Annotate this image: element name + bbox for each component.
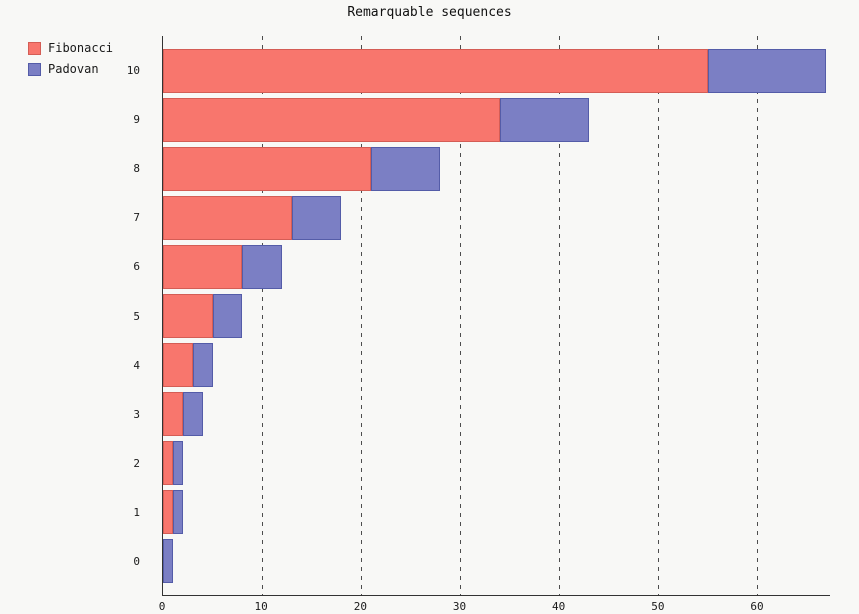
y-tick-label-10: 10 <box>126 64 140 78</box>
padovan-bar-segment <box>163 538 173 583</box>
bar-row-3 <box>163 389 830 438</box>
padovan-bar-segment <box>707 48 827 93</box>
gridline-x-50 <box>658 36 660 595</box>
fibonacci-bar-segment <box>163 391 183 436</box>
x-tick-label-40: 40 <box>552 600 566 613</box>
padovan-bar-segment <box>182 391 203 436</box>
x-tick-label-50: 50 <box>651 600 665 613</box>
padovan-bar-segment <box>212 293 243 338</box>
legend: Fibonacci Padovan <box>28 41 113 76</box>
x-tick-label-60: 60 <box>750 600 764 613</box>
fibonacci-bar-segment <box>163 489 173 534</box>
bar-row-2 <box>163 438 830 487</box>
fibonacci-bar-segment <box>163 195 292 240</box>
legend-item-padovan: Padovan <box>28 62 113 76</box>
stacked-bar-9 <box>163 97 830 142</box>
stacked-bar-6 <box>163 244 830 289</box>
chart-title: Remarquable sequences <box>347 5 512 20</box>
padovan-bar-segment <box>172 440 183 485</box>
bar-row-7 <box>163 193 830 242</box>
y-tick-label-7: 7 <box>133 211 140 225</box>
y-tick-label-5: 5 <box>133 309 140 323</box>
bar-row-9 <box>163 95 830 144</box>
padovan-bar-segment <box>172 489 183 534</box>
x-tick-label-0: 0 <box>158 600 166 613</box>
fibonacci-bar-segment <box>163 146 371 191</box>
fibonacci-bar-segment <box>163 293 213 338</box>
padovan-bar-segment <box>291 195 342 240</box>
stacked-bar-3 <box>163 391 830 436</box>
fibonacci-bar-segment <box>163 440 173 485</box>
bar-row-4 <box>163 340 830 389</box>
legend-swatch <box>28 41 41 55</box>
stacked-bar-7 <box>163 195 830 240</box>
padovan-bar-segment <box>499 97 589 142</box>
gridline-x-10 <box>262 36 264 595</box>
x-axis-labels: 0 10 20 30 40 50 60 <box>158 600 830 614</box>
y-tick-label-3: 3 <box>133 407 140 421</box>
stacked-bar-2 <box>163 440 830 485</box>
legend-label: Fibonacci <box>48 41 114 55</box>
legend-item-fibonacci: Fibonacci <box>28 41 113 55</box>
padovan-bar-segment <box>192 342 213 387</box>
stacked-bar-0 <box>163 538 830 583</box>
bar-row-0 <box>163 536 830 585</box>
y-axis-labels: 10 9 8 7 6 5 4 3 2 1 0 <box>0 46 150 586</box>
bar-row-8 <box>163 144 830 193</box>
gridline-x-60 <box>757 36 759 595</box>
bar-row-6 <box>163 242 830 291</box>
y-tick-label-0: 0 <box>133 554 140 568</box>
fibonacci-bar-segment <box>163 342 193 387</box>
gridline-x-20 <box>361 36 363 595</box>
y-tick-label-9: 9 <box>133 113 140 127</box>
fibonacci-bar-segment <box>163 48 708 93</box>
y-tick-label-4: 4 <box>133 358 140 372</box>
x-tick-label-20: 20 <box>353 600 367 613</box>
legend-swatch <box>28 62 41 76</box>
stacked-bar-1 <box>163 489 830 534</box>
x-tick-label-30: 30 <box>452 600 467 613</box>
y-tick-label-1: 1 <box>133 505 140 519</box>
gridline-x-30 <box>460 36 462 595</box>
stacked-bar-10 <box>163 48 830 93</box>
padovan-bar-segment <box>242 244 282 289</box>
padovan-bar-segment <box>370 146 441 191</box>
x-tick-label-10: 10 <box>254 600 268 613</box>
fibonacci-bar-segment <box>163 244 243 289</box>
stacked-bar-5 <box>163 293 830 338</box>
y-tick-label-2: 2 <box>133 456 140 470</box>
bar-row-1 <box>163 487 830 536</box>
gridlines <box>163 36 830 595</box>
stacked-bar-4 <box>163 342 830 387</box>
fibonacci-bar-segment <box>163 97 500 142</box>
y-tick-label-6: 6 <box>133 260 140 274</box>
bar-row-5 <box>163 291 830 340</box>
legend-label: Padovan <box>48 62 99 76</box>
bar-row-10 <box>163 46 830 95</box>
bar-rows <box>163 46 830 585</box>
y-tick-label-8: 8 <box>133 162 140 176</box>
gridline-x-40 <box>559 36 561 595</box>
stacked-bar-8 <box>163 146 830 191</box>
plot-area <box>162 36 830 596</box>
